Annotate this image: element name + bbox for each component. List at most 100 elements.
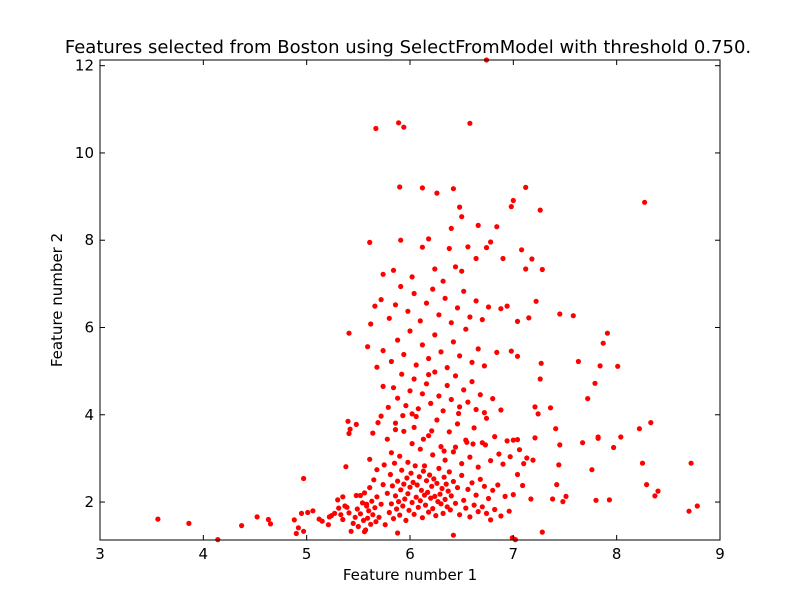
data-point (506, 508, 512, 514)
data-point (380, 482, 386, 488)
data-point (375, 420, 381, 426)
data-point (450, 532, 456, 538)
data-point (500, 255, 506, 262)
data-point (477, 476, 483, 482)
data-point (430, 506, 436, 512)
data-point (456, 410, 462, 417)
data-point (618, 434, 624, 440)
data-point (368, 321, 374, 327)
data-point (407, 388, 413, 394)
data-point (404, 475, 410, 481)
data-point (432, 332, 438, 338)
data-point (433, 513, 439, 519)
data-point (461, 497, 467, 503)
data-point (376, 514, 382, 520)
plot-frame (99, 59, 721, 541)
data-point (532, 404, 538, 410)
data-point (301, 475, 307, 482)
data-point (471, 425, 477, 431)
data-point (644, 482, 650, 488)
data-point (448, 225, 454, 231)
data-point (502, 493, 508, 499)
data-point (265, 516, 271, 523)
data-point (498, 407, 504, 413)
data-point (367, 456, 373, 462)
data-point (293, 530, 299, 537)
data-point (431, 476, 437, 482)
data-point (446, 429, 452, 435)
data-point (642, 199, 648, 205)
data-point (488, 458, 494, 464)
data-point (475, 222, 481, 228)
data-point (355, 523, 361, 530)
data-point (340, 516, 346, 523)
x-tick-label: 7 (509, 545, 519, 563)
data-point (464, 439, 470, 445)
data-point (357, 492, 363, 499)
data-point (483, 245, 490, 251)
data-point (454, 305, 461, 311)
y-tick-label: 8 (84, 231, 94, 249)
data-point (593, 497, 599, 503)
x-tick-label: 6 (405, 545, 415, 563)
data-point (434, 417, 440, 423)
data-point (346, 330, 352, 336)
data-point (406, 507, 412, 513)
data-point (457, 204, 463, 210)
x-axis-ticks: 3 4 5 6 7 8 9 (95, 60, 725, 563)
data-point (353, 421, 359, 427)
data-point (353, 492, 359, 499)
data-point (652, 493, 658, 499)
data-point (354, 506, 360, 512)
data-point (688, 460, 694, 466)
data-point (395, 337, 401, 343)
data-point (443, 481, 449, 487)
data-point (392, 427, 399, 433)
data-point (432, 266, 438, 272)
data-point (519, 247, 525, 253)
data-point (514, 353, 521, 359)
data-point (346, 430, 352, 437)
data-point (396, 499, 402, 505)
data-point (398, 487, 404, 493)
data-point (611, 444, 617, 451)
data-point (459, 268, 465, 274)
data-point (445, 488, 451, 494)
data-point (694, 503, 700, 509)
data-point (469, 480, 475, 486)
data-point (291, 517, 297, 523)
data-point (655, 488, 661, 494)
data-point (467, 120, 473, 126)
data-point (397, 512, 403, 518)
data-point (409, 499, 415, 506)
data-point (357, 511, 363, 517)
data-point (498, 513, 504, 519)
data-point (425, 489, 431, 495)
data-point (469, 359, 475, 365)
data-point (440, 408, 446, 414)
data-point (436, 312, 442, 318)
data-point (496, 451, 502, 457)
data-point (469, 379, 475, 385)
data-point (426, 355, 432, 362)
y-tick-label: 4 (84, 406, 94, 424)
data-point (463, 326, 469, 332)
data-point (401, 428, 407, 434)
chart-title: Features selected from Boston using Sele… (65, 37, 751, 58)
data-point (415, 504, 421, 510)
data-point (400, 413, 406, 419)
data-point (407, 484, 413, 490)
data-point (510, 197, 516, 204)
data-point (370, 430, 376, 436)
data-point (370, 512, 376, 518)
data-point (298, 510, 305, 516)
data-point (373, 125, 379, 132)
data-point (514, 318, 521, 324)
data-point (428, 495, 434, 501)
data-point (386, 315, 392, 321)
data-point (350, 520, 356, 527)
data-point (446, 245, 452, 252)
data-point (422, 502, 429, 508)
data-point (325, 522, 331, 528)
data-point (648, 420, 654, 426)
